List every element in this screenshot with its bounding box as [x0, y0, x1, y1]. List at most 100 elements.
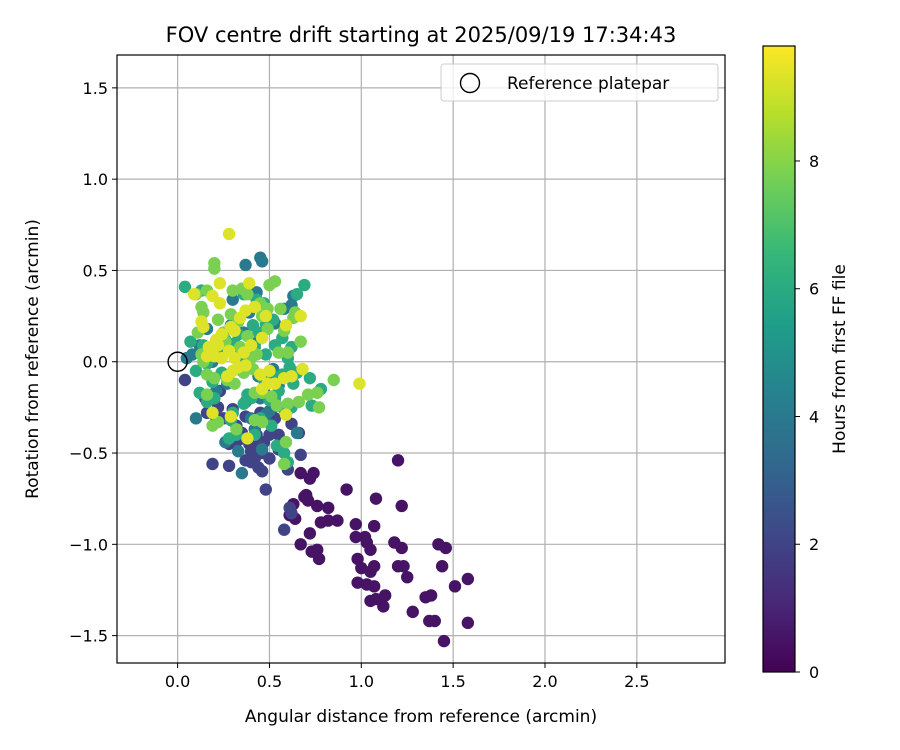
- data-point: [255, 382, 269, 396]
- data-point: [296, 362, 309, 376]
- data-point: [292, 395, 306, 409]
- data-point: [241, 432, 254, 445]
- data-point: [222, 344, 236, 357]
- data-point: [265, 390, 278, 403]
- data-point: [274, 302, 287, 315]
- data-point: [294, 335, 307, 348]
- data-point: [224, 410, 238, 423]
- data-point: [243, 277, 256, 290]
- data-point: [222, 227, 236, 241]
- colorbar-tick-label: 0: [809, 663, 819, 682]
- reference-platepar-marker: [167, 351, 188, 372]
- data-point: [461, 616, 475, 630]
- data-point: [255, 415, 269, 429]
- x-tick-label: 0.0: [165, 672, 190, 691]
- data-point: [285, 507, 298, 520]
- data-point: [215, 328, 228, 341]
- data-point: [178, 280, 192, 294]
- data-point: [235, 466, 249, 480]
- data-point: [202, 340, 216, 354]
- colorbar: 0 2 4 6 8 Hours from first FF file: [762, 45, 850, 682]
- data-point: [435, 560, 449, 573]
- data-point: [279, 319, 293, 332]
- data-point: [261, 322, 274, 336]
- reference-layer: [167, 351, 188, 372]
- x-axis-ticks: 0.0 0.5 1.0 1.5 2.0 2.5: [165, 663, 650, 691]
- y-axis-label: Rotation from reference (arcmin): [23, 219, 43, 499]
- data-point: [222, 432, 236, 445]
- data-point: [388, 536, 401, 549]
- x-tick-label: 0.5: [257, 672, 282, 691]
- data-point: [349, 530, 362, 544]
- y-tick-label: 0.0: [83, 353, 108, 372]
- data-point: [248, 300, 261, 314]
- legend-marker: [459, 72, 481, 94]
- data-point: [305, 545, 318, 558]
- data-point: [340, 483, 353, 496]
- data-point: [281, 346, 295, 359]
- data-point: [211, 313, 225, 326]
- data-point: [331, 514, 344, 527]
- data-point: [187, 287, 201, 301]
- y-axis-ticks: −1.5 −1.0 −0.5 0.0 0.5 1.0 1.5: [69, 79, 117, 646]
- colorbar-ticks: 0 2 4 6 8: [795, 152, 819, 682]
- data-point: [298, 278, 311, 292]
- data-point: [255, 255, 269, 268]
- data-point: [211, 339, 225, 352]
- x-tick-label: 1.5: [440, 672, 465, 691]
- y-tick-label: 0.5: [83, 261, 108, 280]
- data-point: [213, 297, 227, 310]
- data-point: [294, 448, 307, 462]
- data-point: [259, 348, 272, 361]
- data-point: [239, 359, 252, 372]
- data-point: [401, 570, 414, 584]
- colorbar-tick-label: 8: [809, 152, 819, 171]
- data-point: [367, 560, 381, 573]
- colorbar-tick-label: 6: [809, 280, 819, 299]
- data-point: [239, 258, 252, 272]
- data-point: [424, 589, 438, 602]
- data-point: [312, 401, 326, 414]
- plot-frame: [116, 54, 726, 664]
- data-point: [270, 399, 284, 412]
- data-point: [448, 580, 462, 593]
- data-point: [285, 370, 298, 383]
- data-point: [263, 452, 276, 465]
- colorbar-tick-label: 4: [809, 407, 819, 426]
- data-point: [360, 536, 374, 549]
- data-point: [221, 370, 234, 383]
- chart-title: FOV centre drift starting at 2025/09/19 …: [166, 23, 677, 47]
- data-point: [285, 417, 298, 431]
- legend: Reference platepar: [440, 63, 719, 102]
- data-point: [189, 364, 203, 378]
- data-points: [178, 227, 475, 648]
- data-point: [303, 371, 317, 385]
- data-point: [222, 459, 236, 473]
- x-tick-label: 1.0: [349, 672, 374, 691]
- data-point: [349, 518, 362, 531]
- data-point: [322, 501, 335, 515]
- data-point: [213, 277, 227, 290]
- x-tick-label: 2.5: [624, 672, 649, 691]
- data-point: [294, 466, 307, 480]
- data-point: [268, 377, 282, 390]
- data-point: [239, 454, 252, 467]
- data-point: [423, 614, 436, 628]
- data-point: [263, 364, 276, 378]
- data-point: [391, 560, 405, 573]
- data-point: [255, 443, 269, 456]
- x-axis-label: Angular distance from reference (arcmin): [245, 707, 597, 727]
- data-point: [281, 397, 295, 410]
- data-point: [232, 445, 245, 458]
- legend-label: Reference platepar: [507, 74, 669, 94]
- data-point: [277, 523, 291, 536]
- data-point: [263, 278, 276, 292]
- legend-box: [440, 63, 719, 102]
- data-point: [277, 457, 291, 471]
- y-tick-label: −1.5: [69, 627, 108, 646]
- data-point: [184, 335, 197, 348]
- data-point: [226, 293, 239, 306]
- data-point: [255, 465, 269, 478]
- data-point: [230, 423, 243, 436]
- data-point: [237, 346, 250, 359]
